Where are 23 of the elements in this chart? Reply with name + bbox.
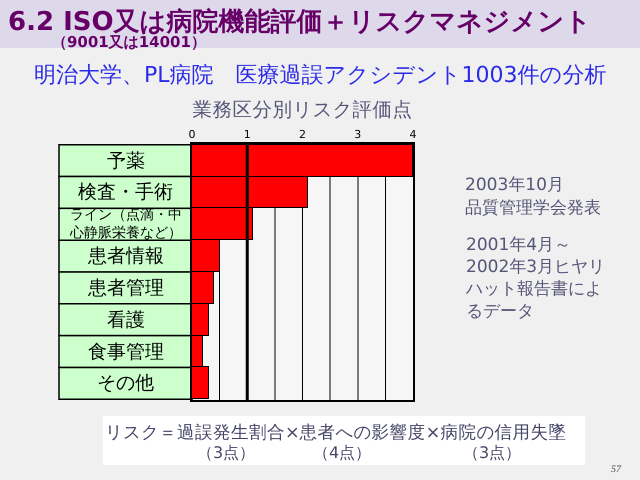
text: （3点） [197,443,256,462]
text: 2003年10月 [465,175,564,195]
x-tick-label: 1 [244,128,251,141]
y-tick-label: その他 [97,372,154,394]
y-tick-label: 看護 [107,309,145,331]
x-axis-title: 業務区分別リスク評価点 [192,98,412,122]
y-tick-label: 患者管理 [87,277,164,299]
text: 2001年4月～2002年3月ヒヤリハット報告書によるデータ [465,235,606,322]
y-tick-label: 食事管理 [88,341,164,363]
x-tick-label: 4 [410,128,416,141]
x-tick-label: 0 [188,128,196,141]
text: （4点） [313,443,372,462]
y-tick-label: 検査・手術 [78,181,173,203]
y-tick-label: 患者情報 [87,245,164,267]
text: 明治大学、PL病院 医療過誤アクシデント1003件の分析 [34,63,607,88]
x-tick-label: 3 [354,128,362,141]
y-tick-label: 予薬 [107,150,145,172]
chart-subtitle: （9001又は14001） [52,33,206,51]
text: リスク＝過誤発生割合×患者への影響度×病院の信用失墜 [105,422,566,443]
text: 57 [611,464,622,475]
x-tick-label: 2 [299,128,306,141]
text: 品質管理学会発表 [465,198,601,218]
text: （3点） [463,443,522,462]
